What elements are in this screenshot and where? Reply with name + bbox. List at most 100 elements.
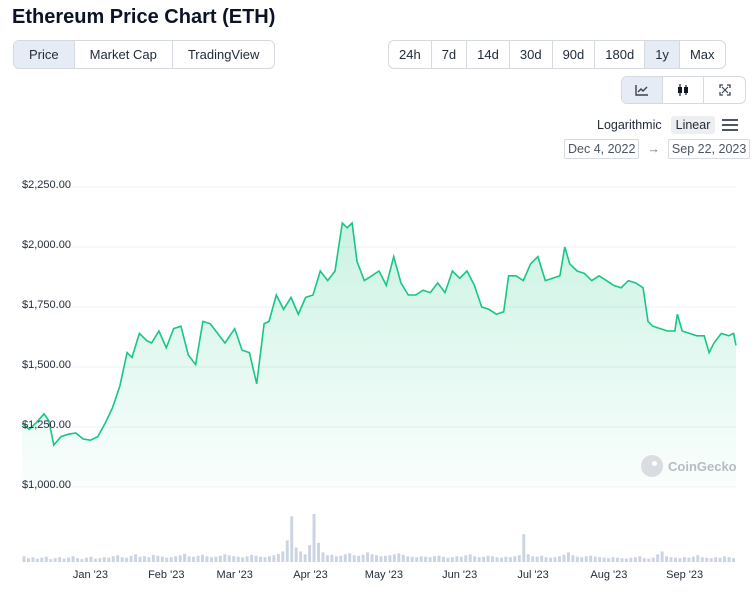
volume-bar: [410, 556, 414, 562]
volume-bar: [276, 553, 280, 562]
date-to-input[interactable]: Sep 22, 2023: [667, 139, 751, 159]
volume-bar: [214, 556, 218, 562]
volume-bar: [553, 557, 557, 562]
volume-bar: [334, 556, 338, 562]
volume-bar: [624, 558, 628, 562]
y-tick-label: $1,750.00: [22, 299, 71, 311]
time-range-selector: 24h 7d 14d 30d 90d 180d 1y Max: [388, 40, 726, 69]
volume-bar: [254, 555, 258, 562]
volume-bar: [513, 556, 517, 562]
volume-bar: [290, 516, 294, 562]
volume-bar: [562, 554, 566, 562]
menu-icon[interactable]: [722, 119, 739, 131]
volume-bar: [593, 556, 597, 562]
volume-bar: [705, 557, 709, 562]
volume-bar: [80, 559, 84, 562]
volume-bar: [178, 555, 182, 562]
tab-tradingview[interactable]: TradingView: [187, 47, 260, 62]
volume-bar: [651, 557, 655, 562]
coingecko-watermark: CoinGecko: [641, 455, 737, 477]
volume-bar: [160, 556, 164, 562]
volume-bar: [477, 557, 481, 562]
volume-bar: [620, 558, 624, 562]
volume-bar: [89, 556, 93, 562]
candlestick-icon: [678, 84, 688, 96]
volume-bar: [174, 556, 178, 562]
x-tick-label: Jun '23: [442, 569, 478, 581]
volume-bar: [303, 554, 307, 562]
x-tick-label: Jul '23: [517, 569, 549, 581]
volume-bar: [464, 555, 468, 562]
volume-bar: [84, 557, 88, 562]
volume-bar: [281, 551, 285, 562]
volume-bar: [584, 556, 588, 562]
x-tick-label: Jan '23: [72, 569, 109, 581]
y-tick-label: $1,500.00: [22, 359, 71, 371]
range-1y-button[interactable]: 1y: [645, 41, 680, 68]
volume-bar: [241, 557, 245, 562]
volume-bar: [450, 557, 454, 562]
price-line: [21, 221, 737, 447]
volume-bar: [147, 557, 151, 562]
volume-bar: [232, 556, 236, 562]
linear-option[interactable]: Linear: [670, 116, 716, 134]
range-24h-button[interactable]: 24h: [389, 41, 432, 68]
volume-bar: [259, 556, 262, 562]
volume-bar: [142, 556, 146, 562]
volume-bar: [433, 556, 437, 562]
range-7d-button[interactable]: 7d: [432, 41, 468, 68]
coingecko-logo-icon: [641, 455, 663, 477]
volume-bar: [348, 553, 352, 562]
view-tabs: Price Market Cap TradingView: [13, 40, 276, 69]
volume-bar: [589, 555, 593, 562]
range-max-button[interactable]: Max: [689, 47, 715, 62]
range-180d-button[interactable]: 180d: [595, 41, 646, 68]
volume-bar: [616, 557, 619, 562]
volume-bar: [379, 556, 383, 562]
volume-bar: [575, 556, 579, 562]
tab-price[interactable]: Price: [14, 41, 75, 68]
volume-bar: [723, 556, 727, 562]
volume-bar: [580, 557, 584, 562]
volume-bar: [549, 557, 553, 562]
volume-bar: [308, 545, 312, 562]
volume-bar: [357, 555, 361, 562]
volume-bar: [272, 555, 276, 562]
volume-bar: [419, 556, 423, 562]
y-tick-label: $1,250.00: [22, 419, 71, 431]
volume-bar: [495, 557, 499, 562]
volume-bar: [116, 555, 120, 562]
volume-bar: [294, 547, 298, 562]
range-90d-button[interactable]: 90d: [553, 41, 596, 68]
range-14d-button[interactable]: 14d: [467, 41, 510, 68]
volume-bar: [611, 557, 615, 562]
line-chart-button[interactable]: [622, 77, 663, 103]
range-30d-button[interactable]: 30d: [510, 41, 553, 68]
volume-bar: [107, 557, 111, 562]
volume-bar: [49, 559, 53, 562]
volume-bar: [517, 555, 521, 562]
volume-bar: [428, 557, 432, 562]
volume-bar: [656, 554, 660, 562]
volume-bar: [540, 555, 544, 562]
volume-bar: [58, 557, 62, 562]
candlestick-button[interactable]: [663, 77, 704, 103]
volume-bar: [544, 557, 548, 562]
fullscreen-icon: [718, 84, 731, 96]
volume-bar: [151, 554, 155, 562]
chart-type-selector: [621, 76, 746, 104]
volume-bar: [165, 557, 169, 562]
tab-market-cap[interactable]: Market Cap: [75, 41, 173, 68]
volume-bar: [325, 555, 329, 562]
logarithmic-option[interactable]: Logarithmic: [597, 118, 662, 132]
price-area: [22, 223, 736, 487]
fullscreen-button[interactable]: [704, 77, 745, 103]
volume-bar: [486, 555, 490, 562]
volume-bar: [674, 557, 677, 562]
y-tick-label: $2,000.00: [22, 239, 71, 251]
volume-bar: [660, 551, 664, 562]
volume-bar: [285, 540, 289, 562]
volume-bar: [209, 557, 213, 562]
date-from-input[interactable]: Dec 4, 2022: [564, 139, 640, 159]
